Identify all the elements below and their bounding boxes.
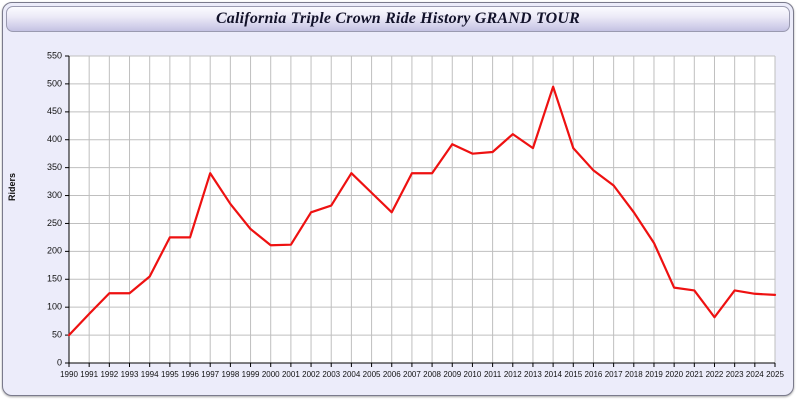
y-tick-label: 300 [47,190,62,200]
plot-background [69,56,775,363]
x-tick-label: 1996 [181,370,199,379]
x-tick-label: 1997 [201,370,219,379]
x-tick-label: 2013 [524,370,542,379]
x-tick-label: 2002 [302,370,320,379]
data-series-riders [67,85,777,337]
x-tick-label: 2019 [645,370,663,379]
x-tick-label: 2000 [262,370,280,379]
y-tick-label: 500 [47,78,62,88]
x-tick-label: 2003 [322,370,340,379]
y-tick-label: 400 [47,134,62,144]
chart-window: California Triple Crown Ride History GRA… [2,2,794,396]
x-tick-label: 2009 [443,370,461,379]
y-axis-ticks: 0 50 100 150 200 250 300 350 400 450 500 550 [47,50,69,367]
x-tick-label: 1991 [80,370,98,379]
y-axis-label: Riders [7,172,17,201]
y-tick-label: 350 [47,162,62,172]
x-tick-label: 2025 [766,370,784,379]
x-tick-label: 2022 [706,370,724,379]
y-tick-label: 150 [47,274,62,284]
y-tick-label: 100 [47,302,62,312]
x-tick-label: 1995 [161,370,179,379]
x-tick-label: 1998 [221,370,239,379]
y-tick-label: 200 [47,246,62,256]
x-tick-label: 2006 [383,370,401,379]
x-tick-label: 2010 [464,370,482,379]
x-tick-label: 2020 [665,370,683,379]
x-tick-label: 1999 [242,370,260,379]
x-tick-label: 2004 [343,370,361,379]
x-tick-label: 2011 [484,370,502,379]
page-title: California Triple Crown Ride History GRA… [215,10,581,27]
x-tick-label: 1993 [121,370,139,379]
x-tick-label: 2017 [605,370,623,379]
y-tick-label: 450 [47,106,62,116]
x-tick-label: 2012 [504,370,522,379]
x-tick-label: 2023 [726,370,744,379]
x-tick-label: 1990 [60,370,78,379]
x-tick-label: 2024 [746,370,764,379]
y-tick-label: 0 [57,357,62,367]
x-tick-label: 2007 [403,370,421,379]
y-tick-label: 50 [52,329,62,339]
y-tick-label: 550 [47,50,62,60]
x-tick-label: 2021 [685,370,703,379]
x-tick-label: 2016 [585,370,603,379]
x-tick-label: 2008 [423,370,441,379]
y-tick-label: 250 [47,218,62,228]
x-tick-label: 2015 [564,370,582,379]
plot-area: Riders 0 50 100 150 200 250 300 350 400 450 500 550… [3,33,793,395]
x-tick-label: 2005 [363,370,381,379]
x-tick-label: 1992 [100,370,118,379]
x-tick-label: 2001 [282,370,300,379]
window-titlebar: California Triple Crown Ride History GRA… [6,6,790,32]
x-tick-label: 2014 [544,370,562,379]
x-tick-label: 2018 [625,370,643,379]
x-axis-ticks: 1990 1991 1992 1993 1994 1995 1996 1997 1998 1999… [60,363,784,379]
x-tick-label: 1994 [141,370,159,379]
